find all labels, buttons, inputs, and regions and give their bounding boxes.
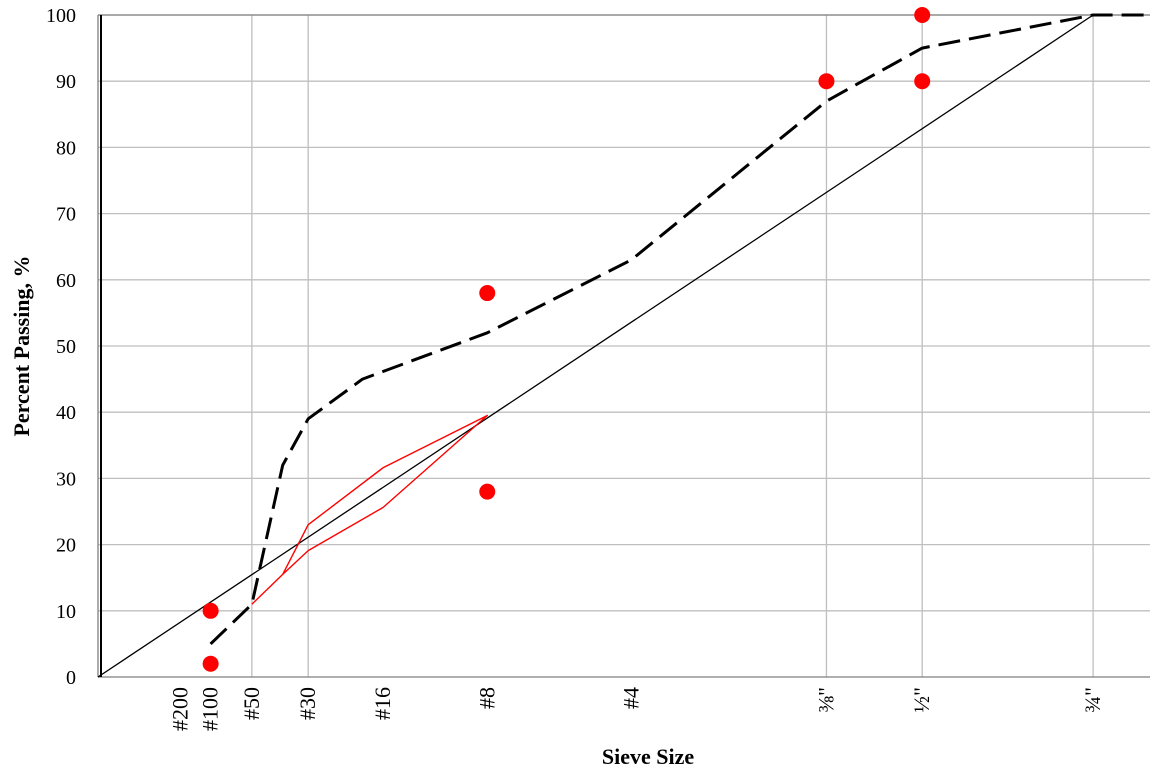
gradation-curve xyxy=(209,13,1150,645)
y-tick-label: 50 xyxy=(56,336,76,358)
restricted-zone xyxy=(251,414,488,605)
control-point xyxy=(914,7,931,23)
y-tick-label: 10 xyxy=(56,601,76,623)
control-point xyxy=(479,483,496,500)
y-tick-label: 70 xyxy=(56,204,76,226)
y-tick-label: 40 xyxy=(56,402,76,424)
x-tick-label: #30 xyxy=(295,687,320,720)
x-tick-label: #100 xyxy=(198,687,223,731)
y-axis-title: Percent Passing, % xyxy=(9,255,34,436)
y-tick-label: 100 xyxy=(46,5,76,27)
gridlines xyxy=(98,14,1150,677)
x-tick-labels: #200#100#50#30#16#8#4⅜"½"¾"1" xyxy=(167,687,1105,731)
control-point xyxy=(202,602,219,619)
series-layer xyxy=(97,13,1150,678)
x-tick-label: ¾" xyxy=(1080,687,1105,712)
y-tick-label: 0 xyxy=(66,667,76,689)
x-tick-label: ½" xyxy=(909,687,934,712)
control-point xyxy=(914,73,931,90)
y-tick-label: 90 xyxy=(56,71,76,93)
y-tick-label: 60 xyxy=(56,270,76,292)
control-point xyxy=(818,73,835,90)
x-tick-label: #16 xyxy=(370,687,395,720)
control-point-markers xyxy=(202,7,931,672)
control-point xyxy=(202,655,219,672)
y-tick-label: 20 xyxy=(56,535,76,557)
x-tick-label: #8 xyxy=(474,687,499,709)
x-tick-label: #200 xyxy=(167,687,192,731)
x-tick-label: #4 xyxy=(618,687,643,709)
y-tick-label: 80 xyxy=(56,137,76,159)
y-tick-label: 30 xyxy=(56,468,76,490)
x-axis-title: Sieve Size xyxy=(602,744,694,769)
x-tick-label: #50 xyxy=(239,687,264,720)
max-density-line xyxy=(97,14,1094,678)
axes xyxy=(97,14,1150,678)
y-tick-labels: 0 10 20 30 40 50 60 70 80 90 100 xyxy=(46,5,76,689)
x-tick-label: ⅜" xyxy=(813,687,838,712)
control-point xyxy=(479,285,496,302)
